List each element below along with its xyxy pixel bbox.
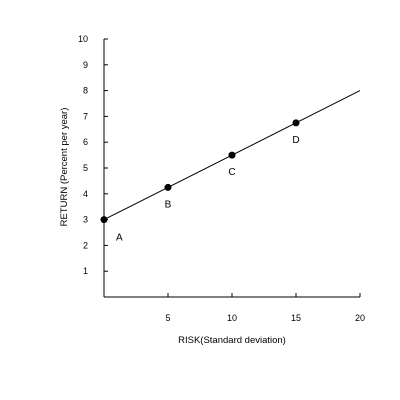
point-label-b: B [165,199,172,210]
y-tick-label: 3 [83,215,88,225]
y-tick-label: 5 [83,163,88,173]
point-a [100,216,108,224]
point-b [164,183,172,191]
y-tick-label: 9 [83,60,88,70]
y-tick-label: 6 [83,137,88,147]
x-tick-label: 20 [355,313,365,323]
point-label-c: C [228,167,235,178]
point-d [292,119,300,127]
x-tick-label: 15 [291,313,301,323]
y-tick-label: 10 [78,34,88,44]
axes: 1 2 3 4 5 6 7 8 9 10 5 10 15 20 [78,34,365,323]
x-tick-label: 10 [227,313,237,323]
point-label-d: D [292,135,299,146]
y-tick-label: 4 [83,189,88,199]
point-c [228,151,236,159]
x-axis-title: RISK(Standard deviation) [178,335,286,346]
y-axis-title: RETURN (Percent per year) [59,108,70,227]
y-tick-label: 1 [83,266,88,276]
y-tick-label: 7 [83,111,88,121]
x-tick-label: 5 [165,313,170,323]
y-tick-label: 2 [83,240,88,250]
point-label-a: A [116,233,123,244]
series: A B C D [100,90,361,244]
y-tick-label: 8 [83,86,88,96]
